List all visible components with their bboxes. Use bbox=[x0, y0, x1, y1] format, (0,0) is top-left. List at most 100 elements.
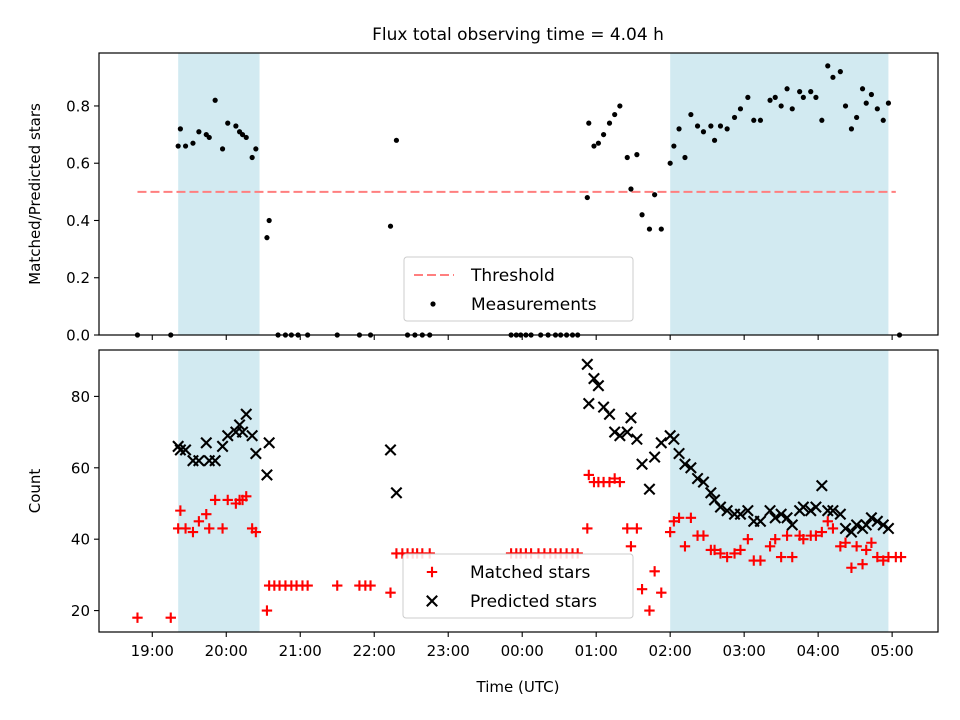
data-point bbox=[764, 541, 776, 552]
data-point bbox=[584, 194, 590, 201]
y-tick-label: 80 bbox=[71, 388, 90, 406]
data-point bbox=[603, 408, 616, 421]
data-point bbox=[845, 526, 858, 538]
data-point bbox=[827, 523, 839, 534]
shaded-interval bbox=[178, 350, 260, 632]
ratio-panel: 0.0 0.2 0.4 0.6 0.8 Matched/Predicted stars Th… bbox=[26, 52, 939, 345]
data-point bbox=[243, 134, 249, 141]
legend-label: Measurements bbox=[471, 295, 597, 315]
data-point bbox=[731, 114, 738, 121]
data-point bbox=[190, 140, 196, 146]
legend-box bbox=[403, 256, 634, 322]
data-point bbox=[219, 146, 226, 152]
data-point bbox=[684, 461, 697, 474]
data-point bbox=[682, 154, 688, 161]
data-point bbox=[177, 126, 183, 132]
data-point bbox=[646, 226, 653, 232]
data-point bbox=[717, 123, 724, 129]
data-point bbox=[582, 397, 595, 410]
data-point bbox=[830, 74, 836, 80]
x-axis-label: Time (UTC) bbox=[476, 678, 560, 696]
data-point bbox=[179, 444, 192, 456]
data-point bbox=[175, 505, 186, 516]
data-point bbox=[851, 541, 862, 552]
data-point bbox=[700, 129, 707, 135]
data-point bbox=[770, 533, 781, 545]
data-point bbox=[685, 512, 697, 523]
data-point bbox=[365, 580, 376, 591]
data-point bbox=[755, 555, 766, 566]
data-point bbox=[704, 486, 717, 499]
data-point bbox=[586, 120, 592, 126]
data-point bbox=[613, 429, 626, 442]
data-point bbox=[721, 504, 734, 517]
data-point bbox=[630, 433, 643, 446]
data-point bbox=[261, 468, 273, 481]
data-point bbox=[671, 143, 677, 149]
data-point bbox=[216, 440, 229, 453]
data-point bbox=[132, 612, 143, 623]
data-point bbox=[797, 501, 810, 514]
data-point bbox=[174, 444, 187, 456]
data-point bbox=[866, 537, 877, 548]
data-point bbox=[854, 114, 860, 121]
data-point bbox=[804, 504, 817, 517]
legend: Threshold Measurements bbox=[403, 256, 634, 322]
data-point bbox=[591, 143, 597, 149]
data-point bbox=[236, 426, 249, 439]
data-point bbox=[734, 508, 747, 521]
data-point bbox=[266, 217, 272, 224]
data-point bbox=[757, 117, 764, 123]
data-point bbox=[250, 526, 262, 538]
data-point bbox=[639, 212, 645, 218]
data-point bbox=[221, 429, 234, 442]
data-point bbox=[658, 226, 664, 232]
data-point bbox=[895, 551, 907, 563]
y-tick-label: 0.6 bbox=[66, 155, 90, 173]
shaded-interval bbox=[178, 53, 260, 335]
data-point bbox=[741, 504, 754, 517]
data-point bbox=[239, 131, 246, 138]
data-point bbox=[754, 515, 767, 528]
data-point bbox=[715, 548, 726, 559]
data-point bbox=[225, 120, 231, 126]
data-point bbox=[865, 511, 878, 524]
data-point bbox=[600, 131, 607, 138]
data-point bbox=[628, 186, 634, 192]
data-point bbox=[200, 436, 213, 449]
data-point bbox=[217, 523, 228, 534]
data-point bbox=[797, 89, 803, 95]
data-point bbox=[644, 605, 655, 616]
y-tick-label: 20 bbox=[71, 602, 90, 620]
data-point bbox=[636, 458, 648, 471]
data-point bbox=[826, 504, 839, 517]
data-point bbox=[390, 486, 403, 499]
data-point bbox=[196, 129, 202, 135]
data-point bbox=[302, 580, 313, 591]
data-point bbox=[393, 137, 400, 143]
data-point bbox=[821, 504, 834, 517]
data-point bbox=[871, 515, 884, 528]
data-point bbox=[679, 458, 691, 471]
data-point bbox=[775, 508, 788, 521]
data-point bbox=[778, 103, 784, 109]
data-point bbox=[737, 106, 744, 112]
data-point bbox=[246, 429, 259, 442]
data-point bbox=[201, 509, 212, 520]
data-point bbox=[772, 94, 778, 100]
x-tick-label: 23:00 bbox=[427, 642, 470, 660]
data-point bbox=[822, 516, 833, 527]
data-point bbox=[679, 541, 691, 552]
data-point bbox=[636, 583, 648, 595]
data-point bbox=[165, 612, 176, 623]
legend-marker bbox=[426, 595, 438, 607]
x-tick-label: 01:00 bbox=[575, 642, 618, 660]
data-point bbox=[882, 522, 895, 535]
data-point bbox=[180, 523, 191, 534]
data-point bbox=[709, 544, 720, 556]
data-point bbox=[612, 111, 618, 118]
data-point bbox=[581, 358, 594, 371]
legend-marker bbox=[430, 301, 436, 307]
data-point bbox=[848, 126, 855, 132]
data-point bbox=[667, 160, 673, 166]
